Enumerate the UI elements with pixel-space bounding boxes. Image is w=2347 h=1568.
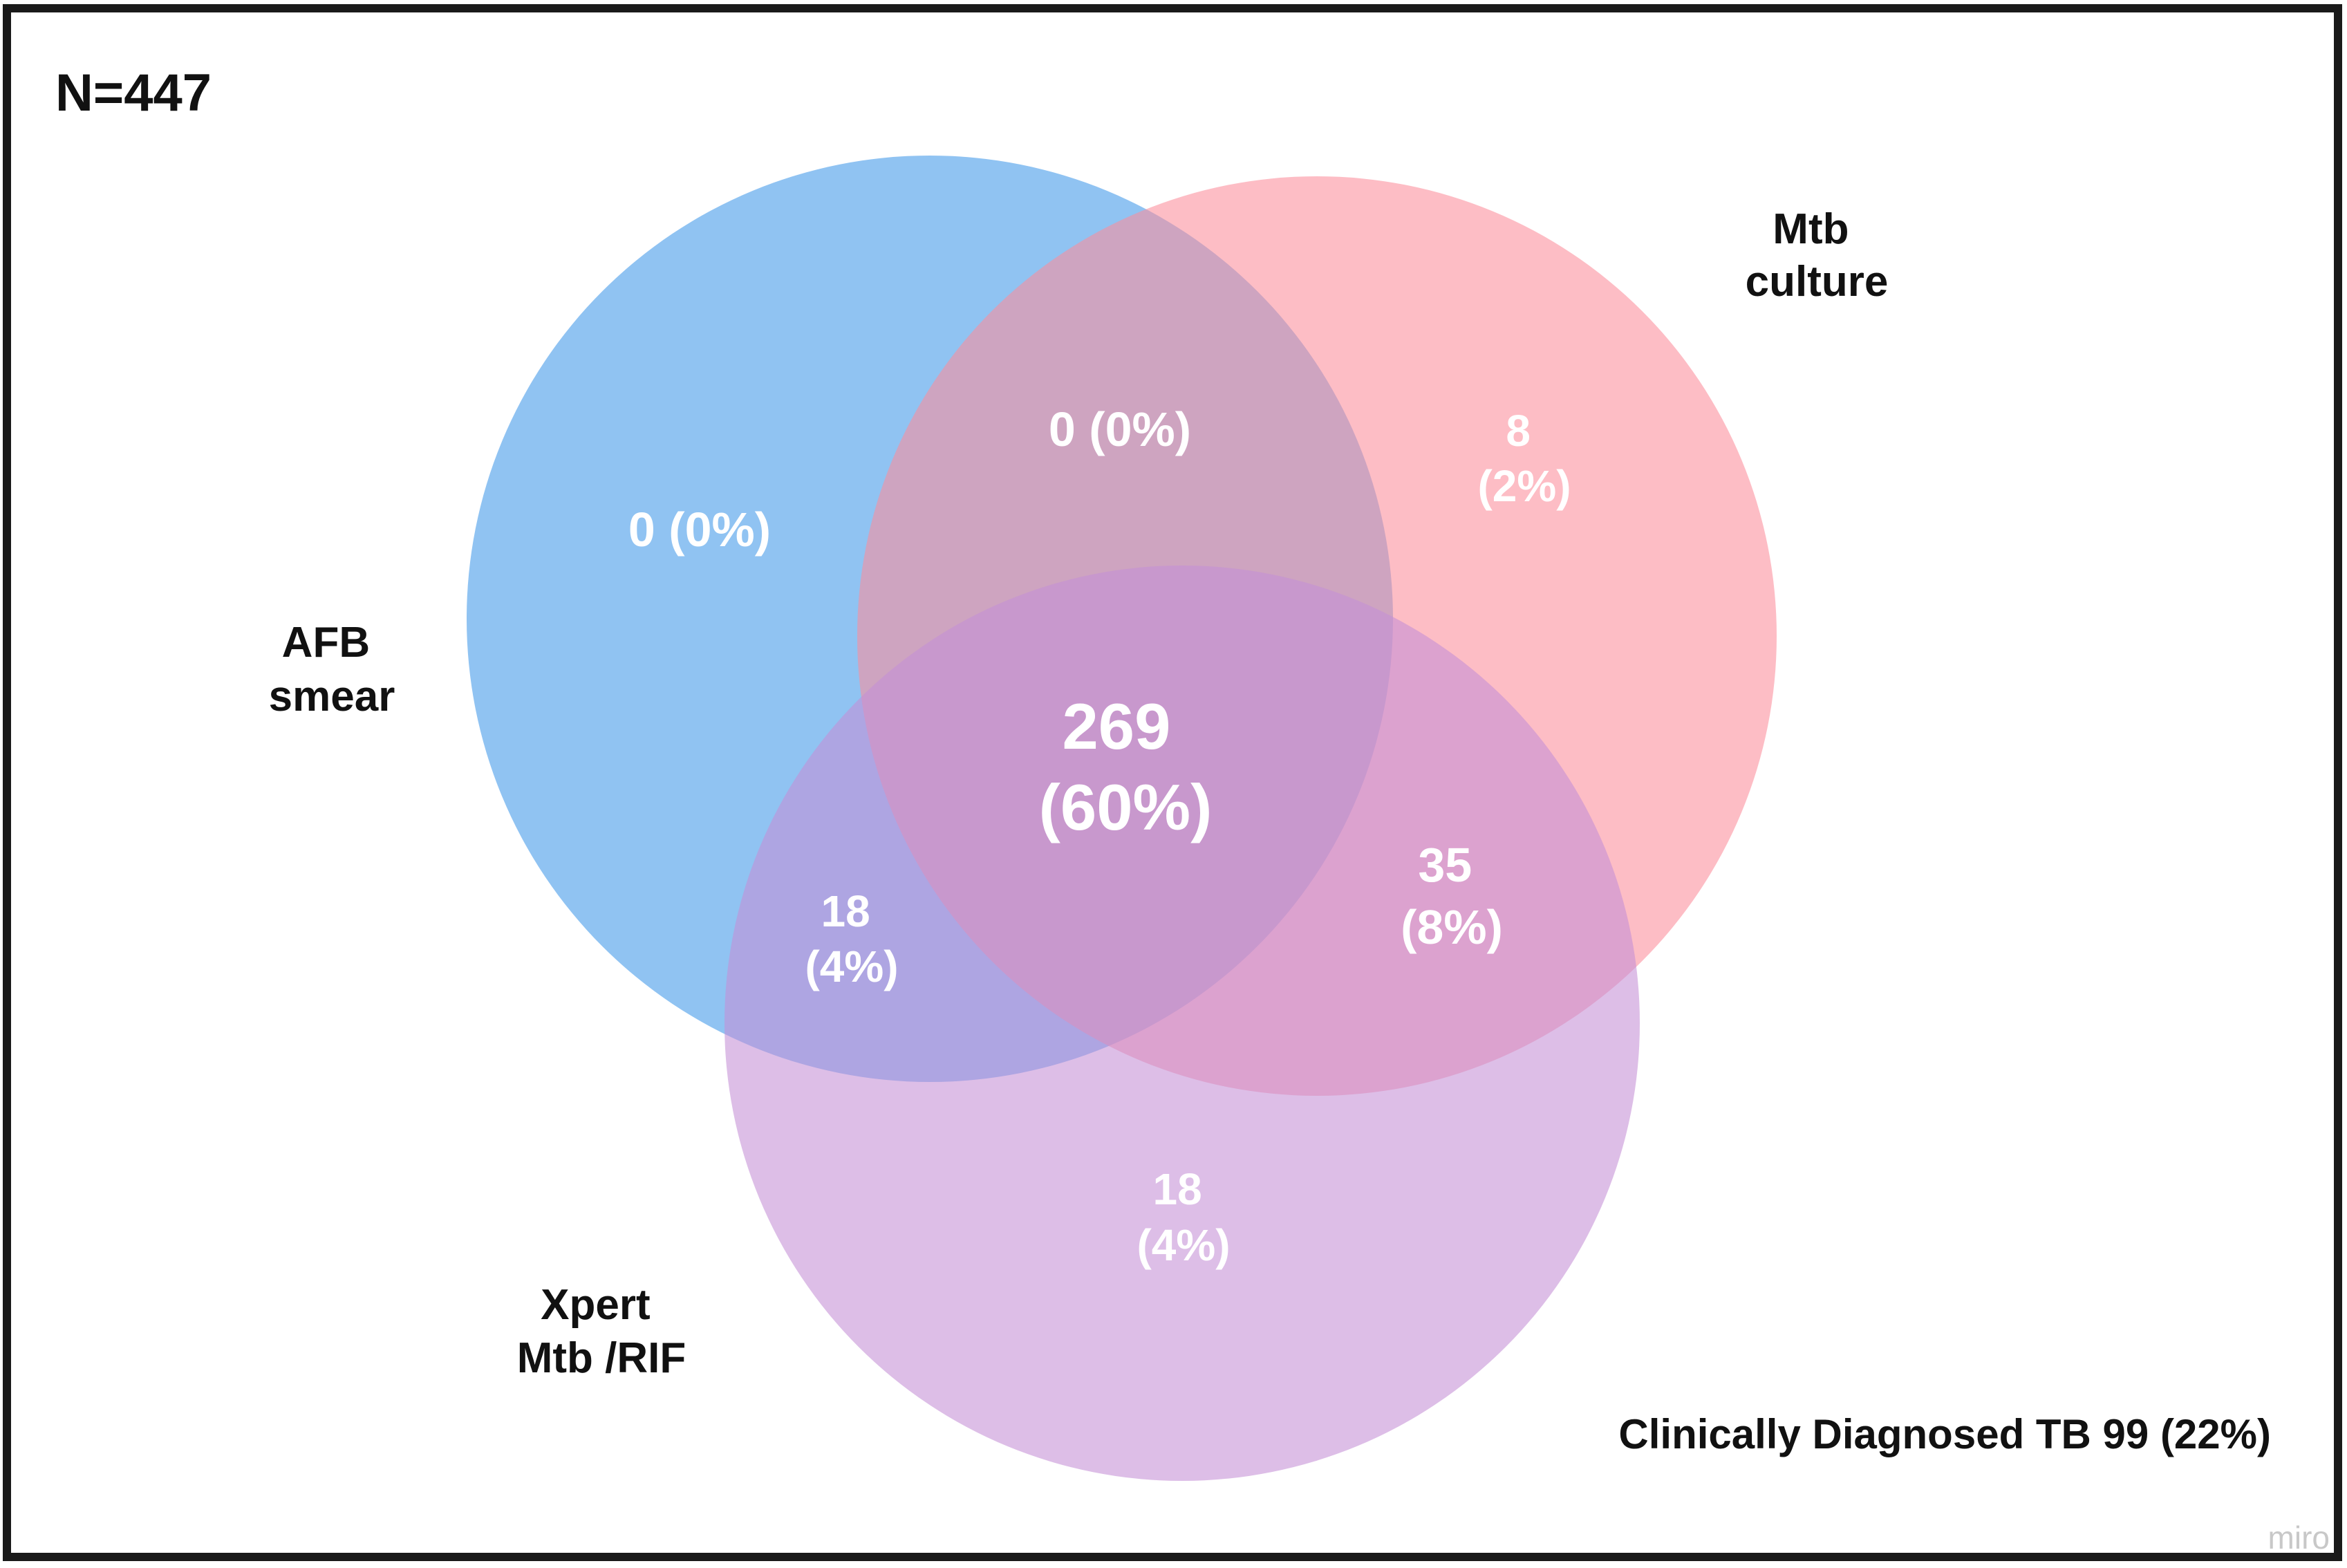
region-culture-only: 8 (2%) [1477,406,1571,511]
clinical-diagnosis-note: Clinically Diagnosed TB 99 (22%) [1618,1411,2271,1457]
region-afb-xpert: 18 (4%) [805,886,898,991]
population-label: N=447 [55,64,212,122]
region-afb-culture: 0 (0%) [1049,402,1191,456]
mtb-culture-label: Mtb culture [1746,205,1889,306]
miro-watermark: miro [2268,1520,2330,1556]
xpert-mtb-rif-label: Xpert Mtb /RIF [517,1281,686,1382]
xpert-mtb-rif-circle [724,566,1640,1481]
afb-smear-label: AFB smear [269,619,395,720]
region-culture-xpert: 35 (8%) [1401,838,1503,954]
region-afb-only: 0 (0%) [628,503,771,557]
region-xpert-only: 18 (4%) [1137,1164,1230,1270]
region-all-three: 269 (60%) [1039,690,1213,843]
